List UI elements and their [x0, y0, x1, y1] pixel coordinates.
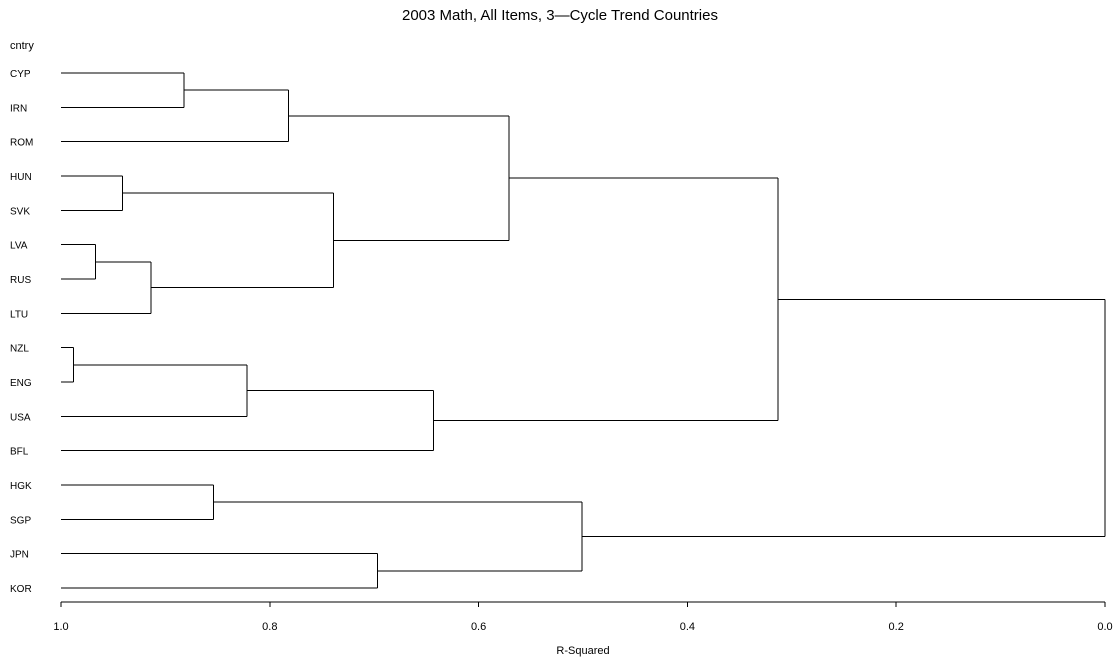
leaf-label: BFL: [10, 447, 29, 458]
leaf-label: NZL: [10, 344, 29, 355]
y-axis-label: cntry: [10, 40, 34, 52]
x-axis: 1.0 0.8 0.6 0.4 0.2 0.0: [53, 601, 1113, 633]
leaf-labels: CYP IRN ROM HUN SVK LVA RUS LTU NZL ENG USA BFL HGK S…: [10, 69, 33, 595]
leaf-label: IRN: [10, 103, 27, 114]
leaf-label: USA: [10, 412, 31, 423]
leaf-label: SGP: [10, 515, 31, 526]
leaf-label: SVK: [10, 206, 30, 217]
dendrogram-tree: [61, 72, 1106, 589]
leaf-label: LVA: [10, 241, 28, 252]
leaf-label: ENG: [10, 378, 32, 389]
leaf-label: ROM: [10, 138, 33, 149]
leaf-label: RUS: [10, 275, 31, 286]
x-tick-label: 0.6: [471, 621, 486, 633]
chart-title: 2003 Math, All Items, 3—Cycle Trend Coun…: [402, 7, 718, 24]
x-axis-label: R-Squared: [556, 645, 609, 657]
x-tick-label: 0.8: [262, 621, 277, 633]
x-tick-label: 0.4: [680, 621, 695, 633]
leaf-label: JPN: [10, 550, 29, 561]
leaf-label: CYP: [10, 69, 31, 80]
x-tick-label: 0.2: [889, 621, 904, 633]
leaf-label: LTU: [10, 309, 28, 320]
x-tick-label: 0.0: [1097, 621, 1112, 633]
leaf-label: HUN: [10, 172, 32, 183]
x-tick-label: 1.0: [53, 621, 68, 633]
leaf-label: HGK: [10, 481, 32, 492]
leaf-label: KOR: [10, 584, 32, 595]
